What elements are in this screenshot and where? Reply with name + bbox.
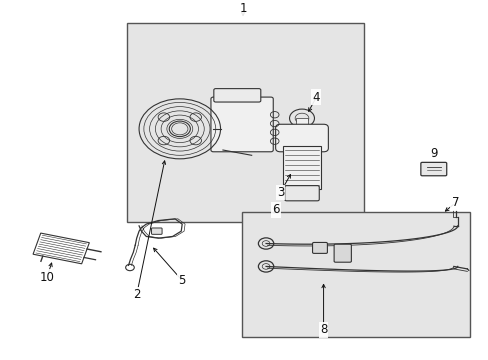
Text: 6: 6 <box>271 203 279 216</box>
Text: 9: 9 <box>429 147 437 160</box>
Text: 2: 2 <box>133 288 140 301</box>
Text: 5: 5 <box>178 274 185 287</box>
Text: 10: 10 <box>40 270 54 284</box>
Bar <box>282 147 321 189</box>
FancyBboxPatch shape <box>312 242 327 253</box>
FancyBboxPatch shape <box>420 162 446 176</box>
FancyBboxPatch shape <box>284 186 319 201</box>
FancyBboxPatch shape <box>151 228 162 234</box>
Text: 8: 8 <box>319 323 326 337</box>
FancyBboxPatch shape <box>333 244 351 262</box>
FancyBboxPatch shape <box>275 124 327 152</box>
FancyBboxPatch shape <box>210 97 273 152</box>
Bar <box>296 118 307 129</box>
Text: 1: 1 <box>239 3 246 15</box>
Text: 4: 4 <box>312 91 320 104</box>
Bar <box>127 23 364 222</box>
Text: 3: 3 <box>276 186 284 199</box>
Text: 7: 7 <box>451 197 458 210</box>
Bar <box>242 212 469 337</box>
FancyBboxPatch shape <box>213 89 260 102</box>
